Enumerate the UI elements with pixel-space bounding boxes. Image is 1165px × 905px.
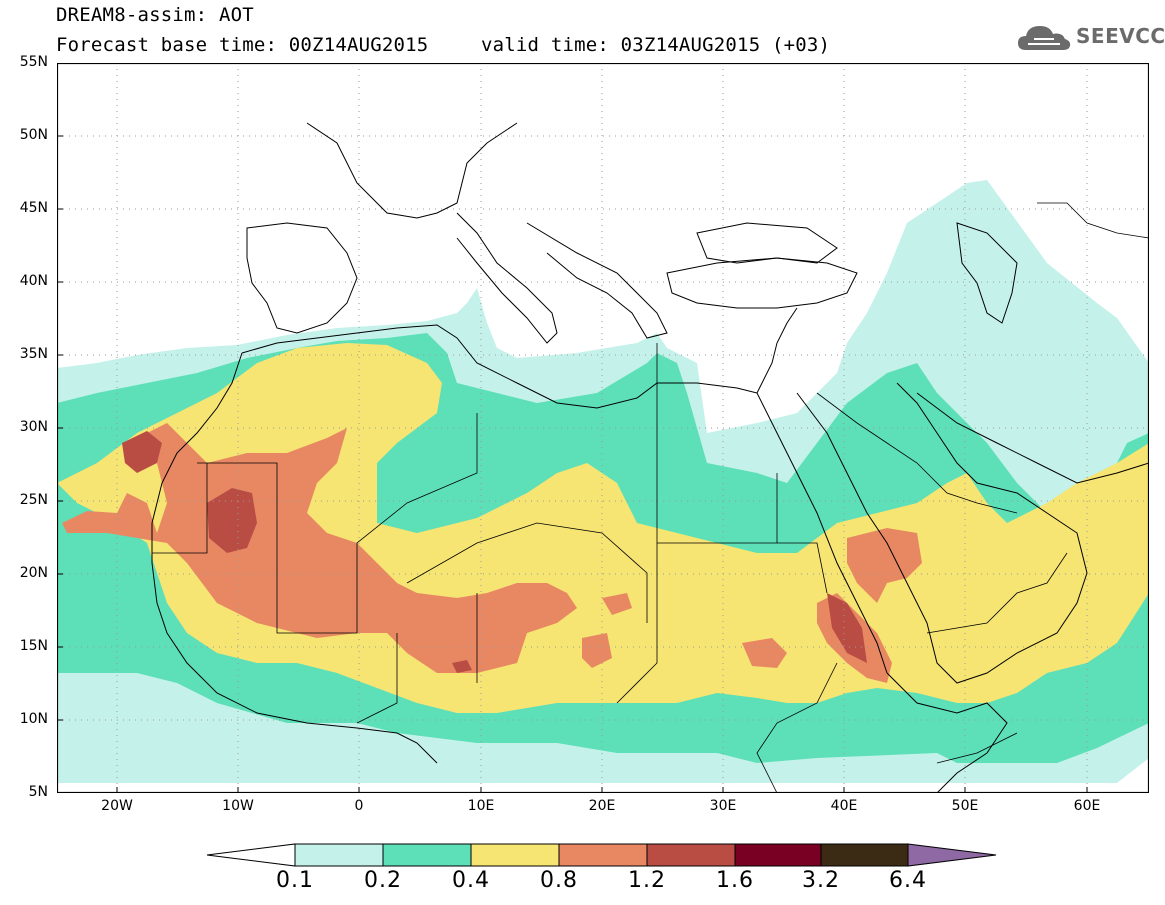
contour-1-2-sahel bbox=[452, 660, 472, 673]
forecast-times: Forecast base time: 00Z14AUG2015 valid ti… bbox=[56, 34, 830, 56]
contour-1-2 bbox=[207, 488, 257, 553]
contour-0-8-libya bbox=[602, 593, 632, 615]
lat-lon-grid bbox=[57, 63, 1149, 793]
base-time: Forecast base time: 00Z14AUG2015 bbox=[56, 34, 429, 56]
colorbar-label: 6.4 bbox=[889, 868, 927, 893]
colorbar-label: 0.8 bbox=[540, 868, 578, 893]
colorbar-label: 3.2 bbox=[802, 868, 840, 893]
lon-label: 30E bbox=[709, 798, 737, 814]
colorbar-swatch bbox=[470, 843, 560, 867]
map-title: DREAM8-assim: AOT bbox=[56, 4, 254, 26]
colorbar-label: 1.6 bbox=[716, 868, 754, 893]
colorbar bbox=[206, 843, 997, 867]
colorbar-label: 0.2 bbox=[364, 868, 402, 893]
valid-time: valid time: 03Z14AUG2015 (+03) bbox=[481, 34, 831, 56]
contour-0-8-arabia bbox=[847, 528, 922, 603]
aot-contours bbox=[57, 180, 1149, 783]
seevccc-logo: SEEVCCC bbox=[1016, 20, 1165, 56]
colorbar-over-arrow bbox=[907, 843, 997, 867]
lon-label: 10W bbox=[222, 798, 254, 814]
colorbar-label: 0.4 bbox=[452, 868, 490, 893]
country-borders bbox=[152, 202, 1149, 793]
lon-label: 60E bbox=[1073, 798, 1101, 814]
lon-label: 0 bbox=[354, 798, 364, 814]
colorbar-label: 1.2 bbox=[628, 868, 666, 893]
axis-ticks bbox=[57, 135, 1088, 793]
colorbar-swatch bbox=[820, 843, 909, 867]
lon-label: 20W bbox=[101, 798, 133, 814]
lon-label: 40E bbox=[830, 798, 858, 814]
contour-0-8 bbox=[62, 423, 577, 673]
colorbar-swatch bbox=[734, 843, 822, 867]
lat-label: 15N bbox=[19, 638, 48, 654]
logo-text: SEEVCCC bbox=[1076, 24, 1165, 48]
aot-map bbox=[57, 63, 1149, 793]
colorbar-under-arrow bbox=[206, 843, 296, 867]
lat-label: 40N bbox=[19, 273, 48, 289]
colorbar-swatch bbox=[646, 843, 736, 867]
coastlines bbox=[151, 122, 1149, 793]
cloud-logo-icon bbox=[1018, 26, 1071, 50]
lat-label: 55N bbox=[19, 54, 48, 70]
lat-label: 25N bbox=[19, 492, 48, 508]
lat-label: 5N bbox=[28, 784, 48, 800]
colorbar-label: 0.1 bbox=[276, 868, 314, 893]
lon-label: 20E bbox=[588, 798, 616, 814]
contour-1-2-yemen bbox=[827, 593, 867, 663]
colorbar-swatch bbox=[294, 843, 384, 867]
lat-label: 50N bbox=[19, 127, 48, 143]
lat-label: 45N bbox=[19, 200, 48, 216]
contour-0-8-sudan bbox=[742, 638, 787, 668]
lon-label: 10E bbox=[467, 798, 495, 814]
colorbar-swatch bbox=[382, 843, 472, 867]
lat-label: 35N bbox=[19, 346, 48, 362]
lat-label: 30N bbox=[19, 419, 48, 435]
contour-0-8-chad bbox=[582, 633, 612, 668]
lat-label: 10N bbox=[19, 711, 48, 727]
map-canvas bbox=[57, 63, 1149, 793]
contour-1-2-north bbox=[122, 431, 162, 473]
lon-label: 50E bbox=[951, 798, 979, 814]
colorbar-swatch bbox=[558, 843, 648, 867]
lat-label: 20N bbox=[19, 565, 48, 581]
